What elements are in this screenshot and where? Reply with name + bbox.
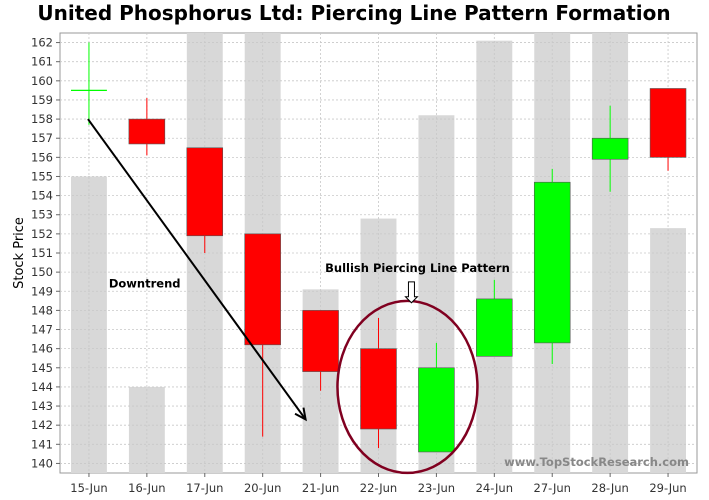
x-tick-label-16-Jun: 16-Jun xyxy=(128,481,165,495)
candle-body-23-Jun xyxy=(418,367,455,453)
y-tick-label-161: 161 xyxy=(31,55,53,69)
candle-body-21-Jun xyxy=(302,310,339,372)
y-tick-label-146: 146 xyxy=(31,342,53,356)
pattern-circle xyxy=(336,299,479,475)
x-tick-label-22-Jun: 22-Jun xyxy=(360,481,397,495)
volume-bar-15-Jun xyxy=(71,176,107,473)
y-tick-label-156: 156 xyxy=(31,150,53,164)
y-tick-label-151: 151 xyxy=(31,246,53,260)
candle-body-29-Jun xyxy=(649,88,687,158)
y-tick-label-158: 158 xyxy=(31,112,53,126)
x-tick-label-28-Jun: 28-Jun xyxy=(591,481,628,495)
y-tick-label-141: 141 xyxy=(31,437,53,451)
downtrend-label: Downtrend xyxy=(109,276,181,290)
chart-title: United Phosphorus Ltd: Piercing Line Pat… xyxy=(37,1,670,25)
y-tick-label-145: 145 xyxy=(31,361,53,375)
y-tick-label-142: 142 xyxy=(31,418,53,432)
y-tick-label-144: 144 xyxy=(31,380,53,394)
y-tick-label-157: 157 xyxy=(31,131,53,145)
y-tick-label-155: 155 xyxy=(31,169,53,183)
candle-body-28-Jun xyxy=(591,137,629,160)
downtrend-arrow-head xyxy=(294,407,307,422)
candle-body-16-Jun xyxy=(128,118,166,145)
y-tick-label-154: 154 xyxy=(31,189,53,203)
y-tick-label-153: 153 xyxy=(31,208,53,222)
pattern-pointer-arrow xyxy=(404,281,419,304)
x-tick-label-15-Jun: 15-Jun xyxy=(70,481,107,495)
y-tick-label-162: 162 xyxy=(31,36,53,50)
y-tick-label-147: 147 xyxy=(31,323,53,337)
candle-body-27-Jun xyxy=(533,181,571,344)
y-tick-label-148: 148 xyxy=(31,303,53,317)
x-tick-label-21-Jun: 21-Jun xyxy=(302,481,339,495)
candle-body-24-Jun xyxy=(476,298,513,357)
y-tick-label-152: 152 xyxy=(31,227,53,241)
x-tick-label-29-Jun: 29-Jun xyxy=(649,481,686,495)
y-axis-label: Stock Price xyxy=(12,217,27,289)
x-tick-label-27-Jun: 27-Jun xyxy=(534,481,571,495)
x-tick-label-20-Jun: 20-Jun xyxy=(244,481,281,495)
plot-area: 140 141 142 143 144 145 146 147 148 149 150 151 152 1… xyxy=(31,32,698,495)
y-tick-label-149: 149 xyxy=(31,284,53,298)
y-tick-label-159: 159 xyxy=(31,93,53,107)
candle-body-22-Jun xyxy=(360,348,397,430)
pattern-label: Bullish Piercing Line Pattern xyxy=(325,261,510,275)
x-tick-label-17-Jun: 17-Jun xyxy=(186,481,223,495)
downtrend-arrow-line xyxy=(87,118,307,421)
candle-body-17-Jun xyxy=(186,147,224,237)
x-tick-label-23-Jun: 23-Jun xyxy=(418,481,455,495)
y-tick-label-150: 150 xyxy=(31,265,53,279)
y-tick-label-160: 160 xyxy=(31,74,53,88)
candle-body-20-Jun xyxy=(244,233,281,346)
watermark: www.TopStockResearch.com xyxy=(504,455,689,469)
volume-bar-24-Jun xyxy=(476,40,513,474)
y-tick-label-140: 140 xyxy=(31,456,53,470)
x-tick-label-24-Jun: 24-Jun xyxy=(476,481,513,495)
y-tick-label-143: 143 xyxy=(31,399,53,413)
